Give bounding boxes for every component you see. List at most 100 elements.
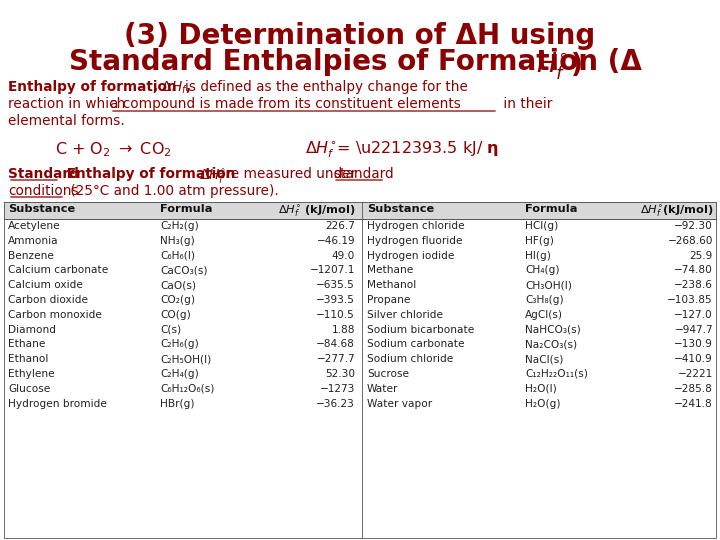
Text: (3) Determination of ΔH using: (3) Determination of ΔH using: [125, 22, 595, 50]
Bar: [4, 202, 716, 219]
Text: −1207.1: −1207.1: [310, 265, 355, 275]
Text: −238.6: −238.6: [674, 280, 713, 290]
Text: −74.80: −74.80: [674, 265, 713, 275]
Text: Water vapor: Water vapor: [367, 399, 432, 409]
Text: CH₃OH(l): CH₃OH(l): [525, 280, 572, 290]
Text: Na₂CO₃(s): Na₂CO₃(s): [525, 340, 577, 349]
Text: −635.5: −635.5: [316, 280, 355, 290]
Text: 226.7: 226.7: [325, 221, 355, 231]
Text: Propane: Propane: [367, 295, 410, 305]
Text: C₁₂H₂₂O₁₁(s): C₁₂H₂₂O₁₁(s): [525, 369, 588, 379]
Text: H₂O(l): H₂O(l): [525, 384, 557, 394]
Text: −46.19: −46.19: [316, 236, 355, 246]
Text: is defined as the enthalpy change for the: is defined as the enthalpy change for th…: [185, 80, 468, 94]
Text: C₂H₄(g): C₂H₄(g): [160, 369, 199, 379]
Text: HI(g): HI(g): [525, 251, 551, 261]
Text: C₆H₁₂O₆(s): C₆H₁₂O₆(s): [160, 384, 215, 394]
Text: −103.85: −103.85: [667, 295, 713, 305]
Text: NH₃(g): NH₃(g): [160, 236, 194, 246]
Text: −110.5: −110.5: [316, 310, 355, 320]
Text: HCl(g): HCl(g): [525, 221, 558, 231]
Text: NaCl(s): NaCl(s): [525, 354, 563, 364]
Text: −268.60: −268.60: [667, 236, 713, 246]
Text: C₂H₆(g): C₂H₆(g): [160, 340, 199, 349]
Text: elemental forms.: elemental forms.: [8, 114, 125, 128]
Text: Ethanol: Ethanol: [8, 354, 48, 364]
Text: AgCl(s): AgCl(s): [525, 310, 563, 320]
Text: C(s): C(s): [160, 325, 181, 335]
Text: Hydrogen chloride: Hydrogen chloride: [367, 221, 464, 231]
Text: HF(g): HF(g): [525, 236, 554, 246]
Text: $\Delta\mathit{H}_f^{\circ}$: $\Delta\mathit{H}_f^{\circ}$: [199, 167, 226, 186]
Text: −2221: −2221: [678, 369, 713, 379]
Text: Sodium chloride: Sodium chloride: [367, 354, 454, 364]
Text: Hydrogen iodide: Hydrogen iodide: [367, 251, 454, 261]
Text: CO(g): CO(g): [160, 310, 191, 320]
Text: $\mathit{H}_f^{\circ}$): $\mathit{H}_f^{\circ}$): [536, 50, 582, 82]
Text: Diamond: Diamond: [8, 325, 56, 335]
Text: Carbon monoxide: Carbon monoxide: [8, 310, 102, 320]
Text: −92.30: −92.30: [674, 221, 713, 231]
Text: Standard Enthalpies of Formation (Δ: Standard Enthalpies of Formation (Δ: [68, 48, 642, 76]
Text: Formula: Formula: [160, 204, 212, 214]
Text: Sodium carbonate: Sodium carbonate: [367, 340, 464, 349]
Text: Glucose: Glucose: [8, 384, 50, 394]
Text: Standard: Standard: [8, 167, 79, 181]
Text: C + O$_2$ $\rightarrow$ CO$_2$: C + O$_2$ $\rightarrow$ CO$_2$: [55, 140, 172, 159]
Text: CO₂(g): CO₂(g): [160, 295, 195, 305]
Bar: [4, 202, 716, 538]
Text: (25°C and 1.00 atm pressure).: (25°C and 1.00 atm pressure).: [66, 184, 279, 198]
Text: 49.0: 49.0: [332, 251, 355, 261]
Text: Sucrose: Sucrose: [367, 369, 409, 379]
Text: −241.8: −241.8: [674, 399, 713, 409]
Text: reaction in which: reaction in which: [8, 97, 130, 111]
Text: CH₄(g): CH₄(g): [525, 265, 559, 275]
Text: −1273: −1273: [320, 384, 355, 394]
Text: Hydrogen bromide: Hydrogen bromide: [8, 399, 107, 409]
Text: −393.5: −393.5: [316, 295, 355, 305]
Text: , $\Delta\mathit{H}_f$,: , $\Delta\mathit{H}_f$,: [152, 80, 191, 97]
Text: Carbon dioxide: Carbon dioxide: [8, 295, 88, 305]
Text: Calcium carbonate: Calcium carbonate: [8, 265, 108, 275]
Text: Formula: Formula: [525, 204, 577, 214]
Text: HBr(g): HBr(g): [160, 399, 194, 409]
Text: a compound is made from its constituent elements: a compound is made from its constituent …: [110, 97, 461, 111]
Text: Enthalpy of formation: Enthalpy of formation: [8, 80, 176, 94]
Text: in their: in their: [499, 97, 552, 111]
Text: Sodium bicarbonate: Sodium bicarbonate: [367, 325, 474, 335]
Text: NaHCO₃(s): NaHCO₃(s): [525, 325, 581, 335]
Text: Water: Water: [367, 384, 398, 394]
Text: Ethylene: Ethylene: [8, 369, 55, 379]
Text: standard: standard: [333, 167, 394, 181]
Text: Acetylene: Acetylene: [8, 221, 60, 231]
Text: −84.68: −84.68: [316, 340, 355, 349]
Text: −947.7: −947.7: [675, 325, 713, 335]
Text: are measured under: are measured under: [217, 167, 361, 181]
Text: Ammonia: Ammonia: [8, 236, 58, 246]
Text: Methanol: Methanol: [367, 280, 416, 290]
Text: conditions: conditions: [8, 184, 78, 198]
Text: C₆H₆(l): C₆H₆(l): [160, 251, 195, 261]
Text: −36.23: −36.23: [316, 399, 355, 409]
Text: $\Delta H_f^{\circ}$(kJ/mol): $\Delta H_f^{\circ}$(kJ/mol): [639, 204, 713, 219]
Text: Methane: Methane: [367, 265, 413, 275]
Text: H₂O(g): H₂O(g): [525, 399, 560, 409]
Text: −285.8: −285.8: [674, 384, 713, 394]
Text: $\Delta\mathit{H}_f^{\circ}$= \u2212393.5 kJ/ $\mathbf{\eta}$: $\Delta\mathit{H}_f^{\circ}$= \u2212393.…: [305, 140, 499, 160]
Text: Silver chloride: Silver chloride: [367, 310, 443, 320]
Text: C₂H₂(g): C₂H₂(g): [160, 221, 199, 231]
Text: Benzene: Benzene: [8, 251, 54, 261]
Text: $\Delta H_f^{\circ}$ (kJ/mol): $\Delta H_f^{\circ}$ (kJ/mol): [278, 204, 355, 219]
Text: −130.9: −130.9: [674, 340, 713, 349]
Text: Substance: Substance: [8, 204, 76, 214]
Text: 52.30: 52.30: [325, 369, 355, 379]
Text: CaCO₃(s): CaCO₃(s): [160, 265, 207, 275]
Text: Hydrogen fluoride: Hydrogen fluoride: [367, 236, 462, 246]
Text: C₂H₅OH(l): C₂H₅OH(l): [160, 354, 211, 364]
Text: Calcium oxide: Calcium oxide: [8, 280, 83, 290]
Text: CaO(s): CaO(s): [160, 280, 196, 290]
Text: C₃H₈(g): C₃H₈(g): [525, 295, 564, 305]
Text: −127.0: −127.0: [674, 310, 713, 320]
Text: −410.9: −410.9: [674, 354, 713, 364]
Text: Ethane: Ethane: [8, 340, 45, 349]
